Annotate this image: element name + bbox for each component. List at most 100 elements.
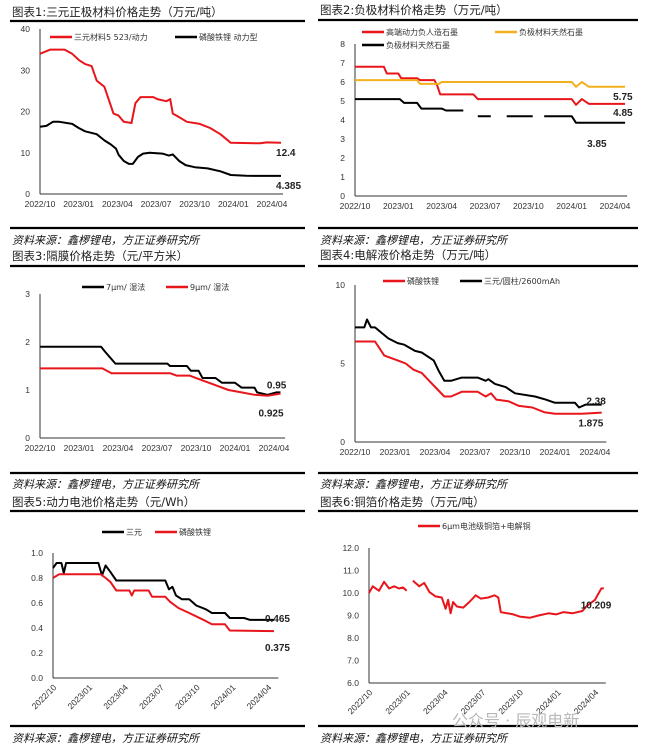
legend-label: 三元/圆柱/2600mAh <box>484 276 560 286</box>
x-tick-label: 2024/04 <box>245 682 274 711</box>
x-tick-label: 2024/01 <box>540 447 571 457</box>
y-tick-label: 0 <box>25 433 30 443</box>
source-note: 资料来源：鑫椤锂电，方正证券研究所 <box>320 732 509 745</box>
legend-label: 三元材料5 523/动力 <box>74 32 148 42</box>
data-label: 2.38 <box>586 397 606 408</box>
source-note: 资料来源：鑫椤锂电，方正证券研究所 <box>12 234 201 247</box>
x-tick-label: 2023/04 <box>420 447 451 457</box>
x-tick-label: 2023/04 <box>102 199 133 209</box>
y-tick-label: 11.0 <box>343 566 359 576</box>
series-line-1 <box>40 345 281 396</box>
chart-panel-6: 图表6:铜箔价格走势（万元/吨） 资料来源：鑫椤锂电，方正证券研究所 6.0 7.0 8… <box>318 495 638 745</box>
y-tick-label: 0.0 <box>31 673 43 683</box>
chart-panel-5: 图表5:动力电池价格走势（元/Wh） 资料来源：鑫椤锂电，方正证券研究所 0.0 0.… <box>10 495 305 745</box>
x-tick-label: 2022/10 <box>30 682 59 711</box>
y-tick-label: 6 <box>340 77 345 87</box>
chart-panel-2: 图表2:负极材料价格走势（万元/吨） 资料来源：鑫椤锂电，方正证券研究所 0 1 2 3 4… <box>318 3 638 247</box>
x-tick-label: 2023/10 <box>513 201 544 211</box>
chart-title: 图表5:动力电池价格走势（元/Wh） <box>12 495 195 509</box>
y-tick-label: 0.4 <box>31 623 43 633</box>
x-tick-label: 2024/04 <box>600 201 631 211</box>
series-line-1 <box>39 48 282 145</box>
chart-title: 图表3:隔膜价格走势（元/平方米） <box>12 249 188 263</box>
y-tick-label: 12.0 <box>342 543 359 553</box>
y-tick-label: 40 <box>21 24 31 34</box>
x-tick-label: 2022/10 <box>340 447 371 457</box>
y-tick-label: 0 <box>340 437 345 447</box>
y-tick-label: 0 <box>340 191 345 201</box>
data-label: 4.385 <box>276 181 301 192</box>
legend-label: 负极材料天然石墨 <box>519 27 583 37</box>
data-label: 0.465 <box>265 614 290 625</box>
source-note: 资料来源：鑫椤锂电，方正证券研究所 <box>320 234 509 247</box>
x-tick-label: 2023/07 <box>460 447 491 457</box>
legend-label: 6μm电池级铜箔+电解铜 <box>442 521 531 531</box>
chart-title: 图表4:电解液价格走势（万元/吨） <box>320 248 496 262</box>
data-label: 0.375 <box>265 643 290 654</box>
y-tick-label: 10 <box>336 280 346 290</box>
y-tick-label: 10.0 <box>342 588 359 598</box>
y-tick-label: 7.0 <box>347 656 359 666</box>
legend-label: 高端动力负人造石墨 <box>386 27 458 37</box>
legend-label: 磷酸铁锂 <box>407 276 439 286</box>
source-note: 资料来源：鑫椤锂电，方正证券研究所 <box>12 732 201 745</box>
chart-title: 图表6:铜箔价格走势（万元/吨） <box>320 495 485 509</box>
series-line-2 <box>355 79 626 88</box>
y-tick-label: 1.0 <box>31 548 43 558</box>
series-line-2 <box>52 573 275 633</box>
y-tick-label: 2 <box>340 153 345 163</box>
x-tick-label: 2022/10 <box>340 201 371 211</box>
y-tick-label: 3 <box>25 289 30 299</box>
legend-label: 负极材料天然石墨 <box>386 40 450 50</box>
x-tick-label: 2023/01 <box>64 443 95 453</box>
x-tick-label: 2023/01 <box>383 201 414 211</box>
y-tick-label: 1 <box>25 385 30 395</box>
x-tick-label: 2023/01 <box>63 199 94 209</box>
series-line-1 <box>52 562 274 621</box>
series-line-2 <box>355 318 602 409</box>
x-tick-label: 2022/10 <box>25 443 56 453</box>
chart-panel-4: 图表4:电解液价格走势（万元/吨） 资料来源：鑫椤锂电，方正证券研究所 0 5 10 20… <box>318 248 638 491</box>
series-line-2 <box>39 120 282 177</box>
y-tick-label: 1 <box>340 172 345 182</box>
x-tick-label: 2023/04 <box>421 687 450 716</box>
y-tick-label: 0.6 <box>31 598 43 608</box>
x-tick-label: 2024/01 <box>220 443 251 453</box>
x-tick-label: 2024/04 <box>259 443 290 453</box>
chart-panel-3: 图表3:隔膜价格走势（元/平方米） 资料来源：鑫椤锂电，方正证券研究所 0 1 2 3 20… <box>10 249 305 491</box>
y-tick-label: 8 <box>340 39 345 49</box>
x-tick-label: 2024/01 <box>218 199 249 209</box>
y-tick-label: 4 <box>340 115 345 125</box>
source-note: 资料来源：鑫椤锂电，方正证券研究所 <box>12 478 201 491</box>
x-tick-label: 2024/01 <box>209 682 238 711</box>
legend-label: 磷酸铁锂 <box>179 527 211 537</box>
series-line-2 <box>40 367 281 397</box>
series-line-1 <box>368 579 604 619</box>
y-tick-label: 7 <box>340 58 345 68</box>
data-label: 12.4 <box>276 148 296 159</box>
watermark: 公众号 · 辰观电新 <box>452 711 579 730</box>
series-line-1 <box>355 340 602 415</box>
y-tick-label: 5 <box>340 96 345 106</box>
legend-label: 三元 <box>126 528 142 537</box>
y-tick-label: 30 <box>21 65 31 75</box>
data-label: 10.209 <box>581 600 612 611</box>
x-tick-label: 2023/10 <box>181 443 212 453</box>
x-tick-label: 2023/10 <box>179 199 210 209</box>
x-tick-label: 2023/10 <box>500 447 531 457</box>
data-label: 0.925 <box>259 408 284 419</box>
data-label: 3.85 <box>587 139 607 150</box>
series-line-1 <box>355 65 626 106</box>
chart-panel-1: 图表1:三元正极材料价格走势（万元/吨） 资料来源：鑫椤锂电，方正证券研究所 0 10… <box>10 5 305 247</box>
x-tick-label: 2023/07 <box>470 201 501 211</box>
legend-label: 9μm/ 湿法 <box>190 282 229 292</box>
y-tick-label: 0 <box>25 189 30 199</box>
x-tick-label: 2023/01 <box>383 687 412 716</box>
x-tick-label: 2023/04 <box>103 443 134 453</box>
data-label: 4.85 <box>613 108 633 119</box>
chart-title: 图表2:负极材料价格走势（万元/吨） <box>320 3 508 17</box>
x-tick-label: 2023/07 <box>142 443 173 453</box>
y-tick-label: 8.0 <box>347 633 359 643</box>
series-line-3 <box>355 98 626 124</box>
